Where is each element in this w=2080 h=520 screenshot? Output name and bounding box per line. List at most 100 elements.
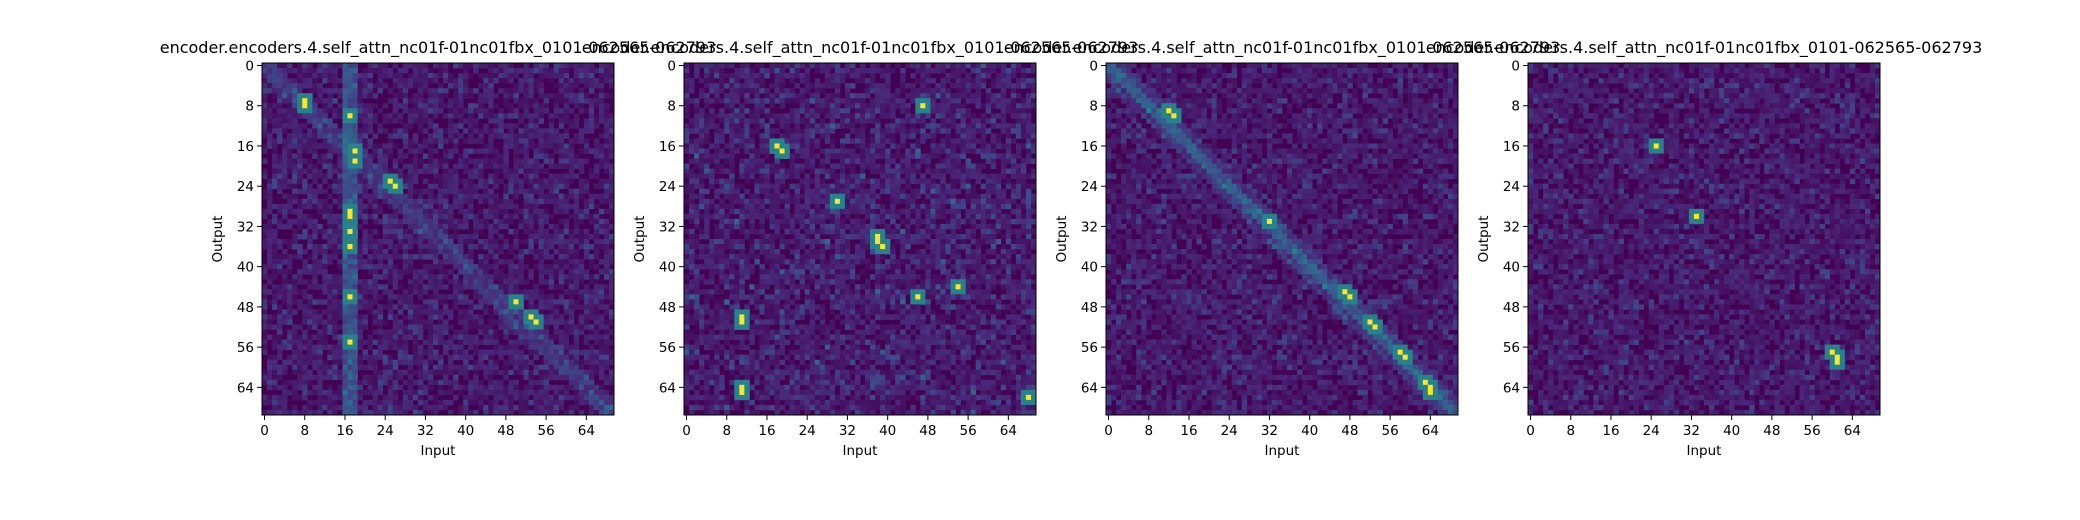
heatmap-cell xyxy=(287,335,292,340)
heatmap-cell xyxy=(754,154,759,159)
heatmap-cell xyxy=(1006,103,1011,108)
heatmap-cell xyxy=(292,189,297,194)
heatmap-cell xyxy=(458,199,463,204)
heatmap-cell xyxy=(684,143,689,148)
heatmap-cell xyxy=(820,128,825,133)
heatmap-cell xyxy=(1021,113,1026,118)
heatmap-cell xyxy=(463,239,468,244)
heatmap-cell xyxy=(358,395,363,400)
heatmap-cell xyxy=(353,133,358,138)
heatmap-cell xyxy=(719,154,724,159)
heatmap-cell xyxy=(332,98,337,103)
heatmap-cell xyxy=(880,93,885,98)
heatmap-cell xyxy=(438,299,443,304)
heatmap-cell xyxy=(544,304,549,309)
heatmap-cell xyxy=(508,108,513,113)
heatmap-cell xyxy=(991,154,996,159)
heatmap-cell xyxy=(358,118,363,123)
heatmap-cell xyxy=(539,154,544,159)
heatmap-cell xyxy=(956,83,961,88)
heatmap-cell xyxy=(368,184,373,189)
heatmap-cell xyxy=(353,229,358,234)
heatmap-cell xyxy=(277,224,282,229)
heatmap-cell xyxy=(956,103,961,108)
heatmap-cell xyxy=(729,138,734,143)
heatmap-cell xyxy=(860,133,865,138)
heatmap-cell xyxy=(262,269,267,274)
heatmap-cell xyxy=(604,309,609,314)
heatmap-cell xyxy=(488,143,493,148)
heatmap-cell xyxy=(488,78,493,83)
heatmap-cell xyxy=(373,390,378,395)
heatmap-cell xyxy=(559,108,564,113)
heatmap-cell xyxy=(599,375,604,380)
heatmap-cell xyxy=(383,83,388,88)
heatmap-cell xyxy=(529,174,534,179)
heatmap-cell xyxy=(458,63,463,68)
heatmap-cell xyxy=(363,169,368,174)
heatmap-cell xyxy=(342,118,347,123)
heatmap-cell xyxy=(428,274,433,279)
heatmap-cell xyxy=(302,330,307,335)
heatmap-cell xyxy=(513,340,518,345)
heatmap-cell xyxy=(478,330,483,335)
heatmap-cell xyxy=(534,249,539,254)
heatmap-cell xyxy=(549,304,554,309)
heatmap-cell xyxy=(448,98,453,103)
heatmap-cell xyxy=(699,128,704,133)
heatmap-cell xyxy=(503,244,508,249)
heatmap-cell xyxy=(282,159,287,164)
heatmap-cell xyxy=(327,88,332,93)
heatmap-cell xyxy=(513,194,518,199)
heatmap-cell xyxy=(870,133,875,138)
heatmap-cell xyxy=(342,239,347,244)
heatmap-cell xyxy=(820,133,825,138)
heatmap-cell xyxy=(915,164,920,169)
heatmap-cell xyxy=(508,249,513,254)
heatmap-cell xyxy=(503,385,508,390)
heatmap-cell xyxy=(378,330,383,335)
heatmap-cell xyxy=(287,108,292,113)
heatmap-cell xyxy=(312,360,317,365)
heatmap-cell xyxy=(764,68,769,73)
heatmap-cell xyxy=(830,128,835,133)
heatmap-cell xyxy=(423,88,428,93)
heatmap-cell xyxy=(423,108,428,113)
heatmap-cell xyxy=(534,199,539,204)
heatmap-cell xyxy=(810,63,815,68)
heatmap-cell xyxy=(473,390,478,395)
heatmap-cell xyxy=(694,138,699,143)
heatmap-cell xyxy=(554,128,559,133)
heatmap-cell xyxy=(358,385,363,390)
heatmap-cell xyxy=(307,73,312,78)
heatmap-cell xyxy=(433,73,438,78)
heatmap-cell xyxy=(393,224,398,229)
heatmap-cell xyxy=(569,324,574,329)
heatmap-cell xyxy=(282,128,287,133)
heatmap-cell xyxy=(785,93,790,98)
heatmap-cell xyxy=(739,143,744,148)
heatmap-cell xyxy=(991,93,996,98)
heatmap-cell xyxy=(282,370,287,375)
heatmap-cell xyxy=(428,118,433,123)
heatmap-cell xyxy=(584,229,589,234)
heatmap-cell xyxy=(498,324,503,329)
heatmap-cell xyxy=(322,98,327,103)
heatmap-cell xyxy=(342,189,347,194)
heatmap-cell xyxy=(714,63,719,68)
heatmap-cell xyxy=(448,214,453,219)
heatmap-cell xyxy=(503,224,508,229)
heatmap-cell xyxy=(956,143,961,148)
heatmap-cell xyxy=(579,319,584,324)
heatmap-cell xyxy=(272,88,277,93)
heatmap-cell xyxy=(759,159,764,164)
heatmap-cell xyxy=(483,294,488,299)
heatmap-cell xyxy=(523,214,528,219)
heatmap-cell xyxy=(463,199,468,204)
heatmap-cell xyxy=(493,204,498,209)
heatmap-cell xyxy=(1006,154,1011,159)
heatmap-cell xyxy=(353,88,358,93)
heatmap-cell xyxy=(468,254,473,259)
heatmap-cell xyxy=(368,299,373,304)
heatmap-cell xyxy=(554,108,559,113)
